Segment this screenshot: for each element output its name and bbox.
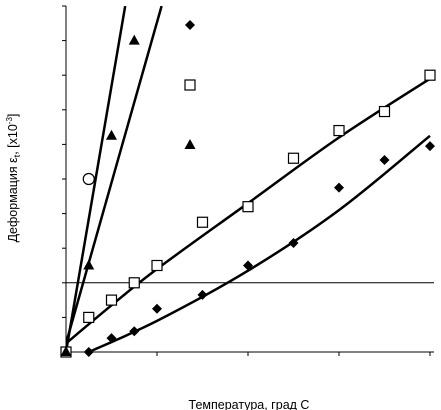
circle-point bbox=[82, 172, 95, 186]
series-2-point bbox=[424, 69, 436, 81]
y-axis-title-exponent: -3 bbox=[5, 117, 14, 125]
y-axis-title-units: , [x10 bbox=[6, 124, 20, 155]
series-2-point bbox=[83, 311, 95, 323]
series-3-point bbox=[60, 346, 72, 356]
plot-layer bbox=[60, 5, 436, 358]
y-axis-title-main: Деформация ε bbox=[6, 157, 20, 243]
series-1-fit-line bbox=[88, 134, 431, 352]
x-axis-title: Температура, град С bbox=[189, 398, 310, 410]
series-1-point bbox=[379, 154, 390, 165]
series-1-point bbox=[243, 260, 253, 271]
series-3-point bbox=[128, 34, 140, 45]
series-1-point bbox=[197, 289, 208, 300]
series-1-point bbox=[152, 303, 162, 314]
series-2-point bbox=[151, 259, 163, 272]
series-3-fit-line bbox=[66, 6, 163, 344]
series-2-point bbox=[105, 294, 118, 306]
series-1-point bbox=[425, 141, 435, 152]
legend-marker-2 bbox=[184, 79, 196, 91]
legend-marker-1 bbox=[185, 20, 195, 30]
series-2-point bbox=[378, 105, 391, 118]
circle-series-fit-line bbox=[66, 6, 127, 352]
series-2-point bbox=[128, 277, 140, 289]
series-2-point bbox=[242, 201, 254, 213]
series-2-point bbox=[196, 216, 209, 228]
y-axis-title-subscript: t bbox=[12, 154, 22, 157]
legend-marker-3 bbox=[184, 139, 196, 149]
series-1-point bbox=[288, 238, 299, 249]
series-2-point bbox=[333, 124, 345, 137]
series-1-point bbox=[334, 182, 344, 193]
series-3-point bbox=[83, 259, 95, 270]
series-1-point bbox=[129, 326, 140, 337]
series-1-point bbox=[106, 333, 117, 344]
series-1-point bbox=[83, 347, 94, 357]
y-axis-title-close: ] bbox=[6, 114, 20, 117]
series-3-point bbox=[106, 129, 117, 140]
series-2-point bbox=[287, 152, 300, 164]
y-axis-title: Деформация εt, [x10-3] bbox=[5, 114, 22, 243]
